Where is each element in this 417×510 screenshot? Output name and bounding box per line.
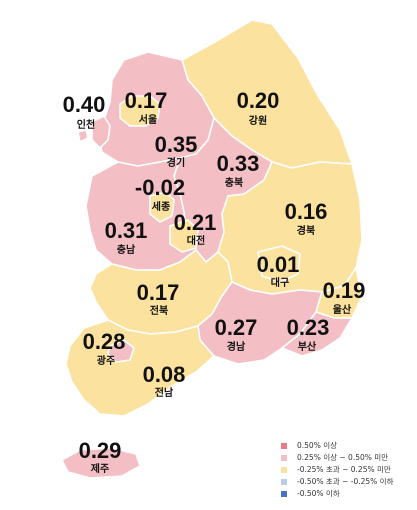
legend-swatch-flat — [281, 466, 287, 473]
value-sejong: -0.02 — [135, 175, 185, 200]
name-busan: 부산 — [298, 340, 317, 353]
region-incheon-island[interactable] — [77, 129, 89, 143]
label-jeonnam: 0.08 전남 — [143, 362, 186, 399]
legend-item-vlow: -0.50% 이하 — [281, 488, 415, 499]
legend-item-low: -0.50% 초과 ~ -0.25% 이하 — [281, 476, 415, 487]
name-sejong: 세종 — [152, 200, 170, 213]
name-incheon: 인천 — [77, 118, 95, 131]
region-sejong[interactable] — [149, 191, 175, 223]
label-ulsan: 0.19 울산 — [323, 278, 366, 316]
label-sejong: -0.02 세종 — [135, 175, 185, 213]
value-gyeongnam: 0.27 — [215, 315, 258, 340]
region-incheon[interactable] — [91, 115, 111, 149]
legend-swatch-mid — [281, 454, 287, 461]
name-chungbuk: 충북 — [225, 176, 243, 189]
value-daegu: 0.01 — [257, 252, 300, 277]
name-gyeonggi: 경기 — [167, 156, 185, 169]
value-busan: 0.23 — [287, 315, 330, 340]
label-seoul: 0.17 서울 — [125, 88, 168, 126]
label-gangwon: 0.20 강원 — [237, 88, 280, 127]
value-ulsan: 0.19 — [323, 278, 366, 303]
value-gyeongbuk: 0.16 — [285, 199, 328, 224]
name-seoul: 서울 — [139, 113, 157, 126]
name-jeonnam: 전남 — [155, 386, 174, 399]
value-gyeonggi: 0.35 — [155, 132, 198, 157]
legend-label-vlow: -0.50% 이하 — [297, 489, 340, 498]
label-jeju: 0.29 제주 — [79, 438, 122, 475]
region-daegu[interactable] — [257, 245, 301, 283]
legend-swatch-low — [281, 478, 287, 485]
name-gyeongbuk: 경북 — [297, 224, 315, 237]
label-daegu: 0.01 대구 — [257, 252, 300, 289]
region-jeonnam[interactable] — [65, 319, 215, 417]
legend-item-flat: -0.25% 초과 ~ 0.25% 미만 — [281, 464, 415, 475]
region-jeju[interactable] — [61, 447, 141, 479]
value-jeonbuk: 0.17 — [137, 280, 180, 305]
name-jeju: 제주 — [91, 462, 109, 475]
value-seoul: 0.17 — [125, 88, 168, 113]
region-gwangju[interactable] — [107, 339, 135, 363]
name-daegu: 대구 — [271, 276, 289, 289]
legend-item-high: 0.50% 이상 — [281, 440, 415, 451]
value-daejeon: 0.21 — [174, 210, 217, 235]
name-jeonbuk: 전북 — [150, 304, 168, 317]
name-gangwon: 강원 — [249, 114, 267, 127]
value-jeonnam: 0.08 — [143, 362, 186, 387]
value-incheon: 0.40 — [63, 92, 106, 117]
value-chungnam: 0.31 — [105, 218, 148, 243]
label-chungnam: 0.31 충남 — [105, 218, 148, 256]
name-ulsan: 울산 — [333, 303, 352, 316]
label-jeonbuk: 0.17 전북 — [137, 280, 180, 317]
name-daejeon: 대전 — [187, 234, 205, 247]
name-gyeongnam: 경남 — [227, 340, 246, 353]
value-jeju: 0.29 — [79, 438, 122, 463]
legend-label-high: 0.50% 이상 — [297, 441, 338, 450]
legend-label-flat: -0.25% 초과 ~ 0.25% 미만 — [297, 465, 391, 474]
name-gwangju: 광주 — [97, 355, 115, 367]
label-gyeongnam: 0.27 경남 — [215, 315, 258, 353]
legend-item-mid: 0.25% 이상 ~ 0.50% 미만 — [281, 452, 415, 463]
value-chungbuk: 0.33 — [217, 151, 260, 176]
region-busan[interactable] — [281, 311, 353, 357]
label-busan: 0.23 부산 — [287, 315, 330, 353]
region-seoul[interactable] — [119, 95, 161, 127]
label-daejeon: 0.21 대전 — [174, 210, 217, 247]
legend-label-mid: 0.25% 이상 ~ 0.50% 미만 — [297, 453, 389, 462]
label-gyeonggi: 0.35 경기 — [155, 132, 198, 169]
label-chungbuk: 0.33 충북 — [217, 151, 260, 189]
value-gwangju: 0.28 — [83, 329, 126, 354]
legend-swatch-high — [281, 442, 287, 449]
legend-label-low: -0.50% 초과 ~ -0.25% 이하 — [297, 477, 394, 486]
value-gangwon: 0.20 — [237, 88, 280, 113]
region-daejeon[interactable] — [169, 219, 199, 253]
label-incheon: 0.40 인천 — [63, 92, 106, 131]
name-chungnam: 충남 — [117, 243, 136, 256]
legend-swatch-vlow — [281, 490, 287, 497]
label-gwangju: 0.28 광주 — [83, 329, 126, 367]
label-gyeongbuk: 0.16 경북 — [285, 199, 328, 237]
legend: 0.50% 이상 0.25% 이상 ~ 0.50% 미만 -0.25% 초과 ~… — [281, 440, 415, 500]
